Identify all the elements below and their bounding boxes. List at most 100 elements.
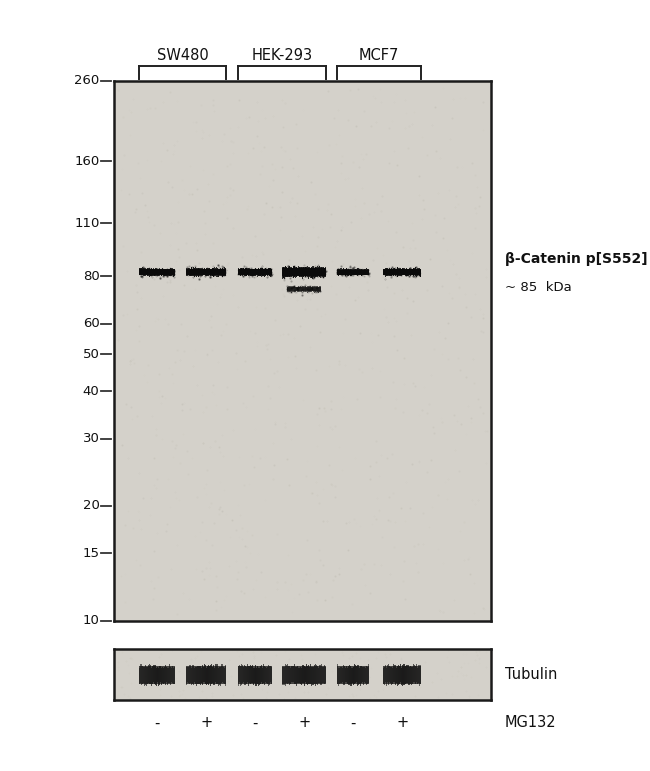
Text: HEK-293: HEK-293	[252, 49, 313, 63]
Bar	[357, 665, 358, 685]
Bar	[411, 667, 412, 685]
Bar	[288, 666, 289, 683]
Bar	[324, 665, 325, 684]
Bar	[341, 667, 342, 683]
Bar	[359, 668, 360, 684]
Bar	[146, 668, 148, 685]
Bar	[200, 665, 201, 685]
Bar	[404, 665, 406, 684]
Bar	[355, 665, 356, 683]
Bar	[144, 668, 145, 685]
Text: 60: 60	[83, 318, 99, 330]
Text: 40: 40	[83, 385, 99, 398]
Bar	[389, 666, 390, 682]
Bar	[188, 667, 189, 683]
Bar	[214, 668, 215, 685]
Bar	[259, 668, 260, 685]
Bar	[351, 668, 352, 686]
Bar	[315, 665, 316, 686]
Bar	[247, 664, 248, 682]
Bar	[191, 668, 192, 685]
Bar	[393, 665, 394, 682]
Bar	[203, 664, 205, 682]
Bar	[406, 665, 408, 684]
Bar	[271, 667, 272, 684]
Bar	[143, 667, 144, 683]
Bar	[362, 667, 363, 682]
Bar	[361, 666, 362, 683]
Bar	[318, 668, 319, 682]
Bar	[190, 665, 191, 682]
Bar	[170, 667, 172, 685]
Bar	[384, 269, 421, 275]
Text: SW480: SW480	[157, 49, 209, 63]
Bar	[222, 665, 223, 682]
Bar	[365, 668, 366, 683]
Bar	[286, 665, 287, 682]
Text: 20: 20	[83, 500, 99, 513]
Bar	[310, 665, 311, 685]
Bar	[388, 664, 389, 685]
Bar	[163, 668, 164, 684]
Bar	[353, 667, 354, 685]
Bar	[246, 667, 247, 684]
Bar	[258, 668, 259, 686]
Text: 15: 15	[83, 547, 99, 560]
Text: 260: 260	[74, 75, 99, 87]
Bar	[345, 668, 346, 682]
Bar	[420, 665, 421, 685]
Bar	[141, 665, 142, 685]
Bar	[238, 665, 272, 684]
Bar	[150, 665, 151, 685]
Bar	[360, 665, 361, 686]
Bar	[402, 664, 404, 685]
Bar	[261, 665, 262, 682]
Bar	[245, 666, 246, 685]
Bar	[266, 668, 267, 683]
Bar	[139, 665, 175, 684]
Bar	[257, 666, 258, 685]
Bar	[307, 666, 308, 685]
Bar	[253, 668, 254, 685]
Bar	[216, 664, 218, 684]
Bar	[159, 665, 161, 685]
Bar	[320, 665, 321, 685]
Bar	[265, 667, 266, 682]
Bar	[384, 667, 385, 685]
Bar	[387, 665, 388, 682]
Bar	[140, 665, 141, 683]
Bar	[302, 665, 304, 683]
Bar	[207, 665, 209, 685]
Bar	[300, 668, 302, 684]
Bar	[386, 668, 387, 686]
Bar	[354, 665, 355, 684]
Bar	[400, 668, 402, 685]
Bar	[153, 665, 154, 682]
Bar	[221, 665, 222, 683]
Bar	[396, 668, 397, 683]
Bar	[338, 668, 339, 686]
Bar	[285, 664, 286, 685]
Bar	[283, 665, 326, 684]
Bar	[270, 666, 271, 682]
Text: -: -	[155, 715, 160, 730]
Bar	[294, 667, 296, 684]
Bar	[394, 665, 395, 682]
Bar	[165, 665, 166, 685]
Bar	[304, 666, 305, 686]
Bar	[139, 668, 140, 684]
Bar	[384, 665, 421, 684]
Bar	[267, 667, 268, 685]
Bar	[196, 667, 198, 686]
Text: -: -	[350, 715, 356, 730]
Bar	[283, 268, 326, 276]
Bar	[418, 665, 419, 682]
Bar	[239, 665, 240, 682]
Bar	[289, 665, 291, 685]
Bar	[410, 666, 411, 685]
Bar	[174, 667, 175, 685]
Bar	[145, 665, 146, 685]
Bar	[346, 666, 347, 682]
Bar	[198, 666, 200, 684]
Bar	[343, 665, 344, 685]
